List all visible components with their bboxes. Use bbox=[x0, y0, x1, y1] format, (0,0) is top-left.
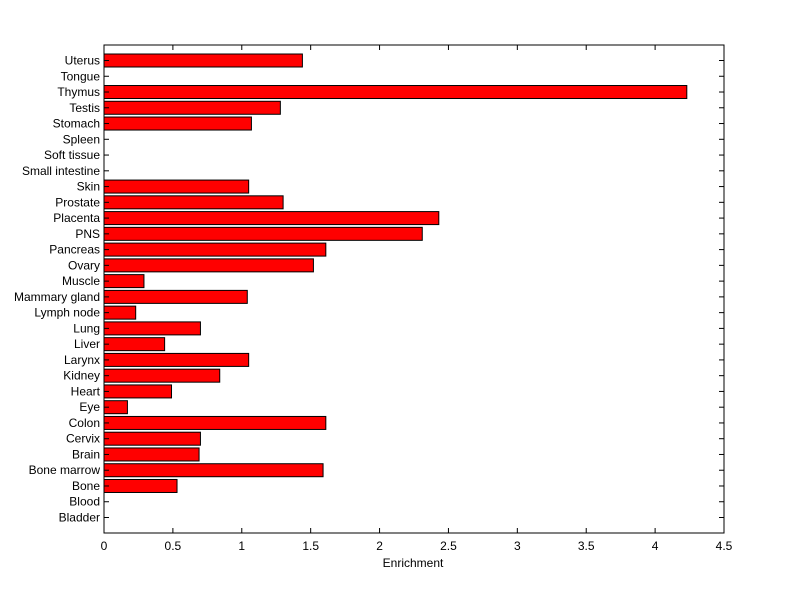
bar-skin bbox=[103, 179, 250, 194]
category-label-eye: Eye bbox=[79, 400, 100, 414]
category-label-cervix: Cervix bbox=[66, 432, 100, 446]
category-label-lung: Lung bbox=[73, 321, 100, 335]
x-tick-labels: 0 0.5 1 1.5 2 2.5 3 3.5 4 4.5 bbox=[101, 539, 733, 553]
bar-liver bbox=[103, 337, 166, 352]
bar-heart bbox=[103, 384, 173, 399]
x-tick-label: 3 bbox=[514, 539, 521, 553]
bar-mammary-gland bbox=[103, 289, 248, 304]
category-label-ovary: Ovary bbox=[68, 258, 100, 272]
category-label-bladder: Bladder bbox=[59, 511, 100, 525]
category-label-kidney: Kidney bbox=[63, 369, 100, 383]
category-label-testis: Testis bbox=[69, 101, 100, 115]
category-label-pns: PNS bbox=[75, 227, 100, 241]
bar-placenta bbox=[103, 211, 440, 226]
x-tick-label: 1.5 bbox=[302, 539, 319, 553]
category-label-uterus: Uterus bbox=[65, 54, 100, 68]
bar-thymus bbox=[103, 85, 688, 100]
bar-lung bbox=[103, 321, 201, 336]
category-label-small-intestine: Small intestine bbox=[22, 164, 100, 178]
x-tick-label: 4.5 bbox=[716, 539, 733, 553]
x-tick-label: 0.5 bbox=[165, 539, 182, 553]
category-label-skin: Skin bbox=[77, 180, 100, 194]
bar-muscle bbox=[103, 274, 145, 289]
category-label-bone-marrow: Bone marrow bbox=[29, 463, 101, 477]
category-label-muscle: Muscle bbox=[62, 274, 100, 288]
category-label-heart: Heart bbox=[71, 384, 101, 398]
x-tick-label: 2.5 bbox=[440, 539, 457, 553]
category-label-lymph-node: Lymph node bbox=[34, 306, 100, 320]
bar-larynx bbox=[103, 352, 250, 367]
category-label-spleen: Spleen bbox=[63, 132, 100, 146]
bar-pns bbox=[103, 226, 423, 241]
bar-cervix bbox=[103, 431, 201, 446]
category-label-larynx: Larynx bbox=[64, 353, 100, 367]
x-tick-label: 0 bbox=[101, 539, 108, 553]
category-label-stomach: Stomach bbox=[53, 117, 100, 131]
category-label-soft-tissue: Soft tissue bbox=[44, 148, 100, 162]
bar-pancreas bbox=[103, 242, 327, 257]
x-tick-label: 1 bbox=[238, 539, 245, 553]
category-label-colon: Colon bbox=[69, 416, 100, 430]
bar-brain bbox=[103, 447, 200, 462]
category-label-liver: Liver bbox=[74, 337, 100, 351]
category-label-mammary-gland: Mammary gland bbox=[14, 290, 100, 304]
category-label-prostate: Prostate bbox=[55, 195, 100, 209]
ticks bbox=[103, 45, 725, 533]
bar-bone-marrow bbox=[103, 463, 324, 478]
bar-kidney bbox=[103, 368, 221, 383]
bar-ovary bbox=[103, 258, 314, 273]
x-tick-label: 3.5 bbox=[578, 539, 595, 553]
bar-uterus bbox=[103, 53, 303, 68]
category-label-placenta: Placenta bbox=[53, 211, 100, 225]
x-tick-label: 4 bbox=[652, 539, 659, 553]
category-label-blood: Blood bbox=[69, 495, 100, 509]
bar-testis bbox=[103, 100, 281, 115]
x-axis-title: Enrichment bbox=[383, 556, 444, 570]
bar-bone bbox=[103, 478, 178, 493]
category-label-brain: Brain bbox=[72, 447, 100, 461]
bar-prostate bbox=[103, 195, 284, 210]
category-label-tongue: Tongue bbox=[61, 69, 101, 83]
x-tick-label: 2 bbox=[376, 539, 383, 553]
bar-colon bbox=[103, 415, 327, 430]
category-label-thymus: Thymus bbox=[57, 85, 100, 99]
category-label-pancreas: Pancreas bbox=[49, 243, 100, 257]
category-label-bone: Bone bbox=[72, 479, 100, 493]
plot-frame bbox=[103, 44, 725, 534]
bar-stomach bbox=[103, 116, 252, 131]
